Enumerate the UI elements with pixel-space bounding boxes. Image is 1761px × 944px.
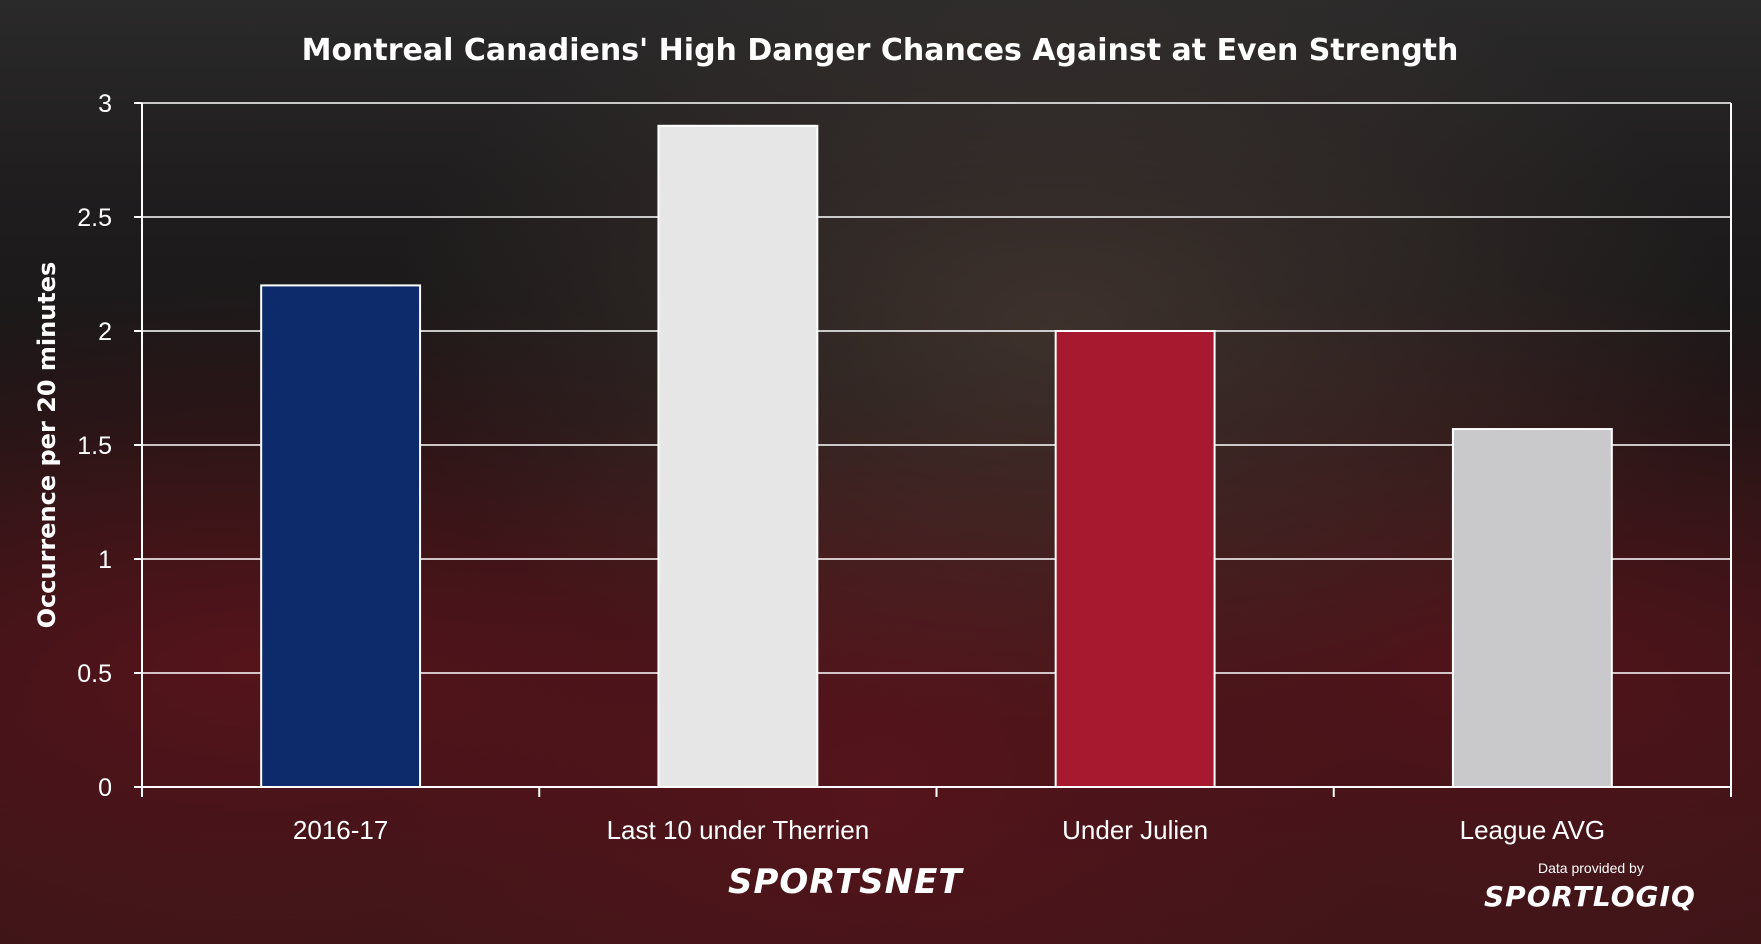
chart-title: Montreal Canadiens' High Danger Chances … xyxy=(302,33,1459,68)
bar xyxy=(657,124,819,789)
y-tick-label: 1.5 xyxy=(77,432,112,460)
y-axis-label: Occurrence per 20 minutes xyxy=(33,262,61,629)
y-tick-label: 0 xyxy=(98,774,112,802)
x-tick-label: Under Julien xyxy=(1062,815,1208,845)
bar xyxy=(260,284,422,788)
y-tick-label: 0.5 xyxy=(77,660,112,688)
data-provider-caption: Data provided by xyxy=(1538,860,1644,876)
sportsnet-logo-text: SPORTSNET xyxy=(728,862,963,902)
x-tick-label: Last 10 under Therrien xyxy=(607,815,870,845)
sportsnet-logo: SPORTSNET xyxy=(728,862,963,902)
x-tick-label: League AVG xyxy=(1460,815,1606,845)
y-tick-label: 2 xyxy=(98,318,112,346)
sportlogiq-logo: SPORTLOGIQ xyxy=(1484,880,1696,913)
y-tick-label: 1 xyxy=(98,546,112,574)
bars xyxy=(260,124,1613,789)
y-tick-label: 2.5 xyxy=(77,204,112,232)
sportlogiq-logo-text: SPORTLOGIQ xyxy=(1484,880,1696,913)
bar xyxy=(1054,330,1216,788)
bar xyxy=(1451,428,1613,788)
x-tick-label: 2016-17 xyxy=(293,815,388,845)
y-tick-label: 3 xyxy=(98,90,112,118)
axes: 0 0.5 1 1.5 2 2.5 3 2016-17 Last 10 under Therri… xyxy=(77,90,1732,845)
